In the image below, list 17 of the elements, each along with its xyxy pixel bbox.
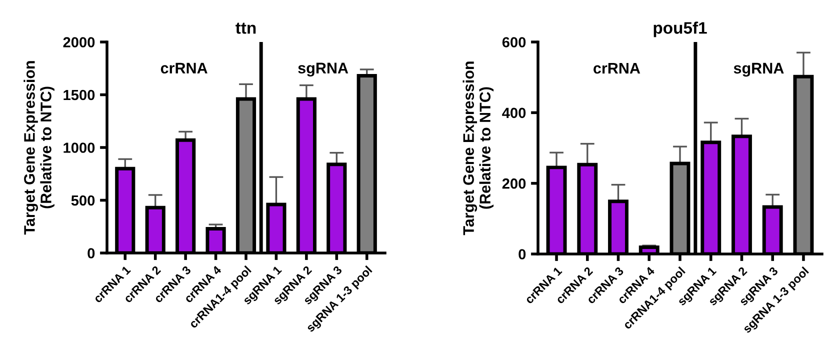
y-tick-label: 400 — [502, 108, 526, 118]
chart-title: pou5f1 — [654, 22, 707, 38]
annotation: crRNA — [594, 63, 640, 74]
annotation: sgRNA — [298, 62, 348, 77]
y-tick-label: 0 — [518, 249, 526, 260]
chart-title: ttn — [236, 22, 256, 34]
y-axis-title: Target Gene Expression (Relative to NTC) — [462, 62, 494, 236]
annotation: crRNA — [160, 62, 208, 74]
annotation: sgRNA — [734, 62, 784, 77]
y-axis-title: Target Gene Expression (Relative to NTC) — [24, 61, 54, 235]
y-tick-label: 1500 — [64, 90, 95, 100]
y-tick-label: 2000 — [63, 37, 95, 48]
y-tick-label: 1000 — [64, 142, 95, 153]
y-tick-label: 200 — [502, 178, 526, 189]
y-tick-label: 0 — [88, 248, 95, 258]
y-tick-label: 600 — [502, 37, 526, 48]
y-tick-label: 500 — [71, 195, 95, 206]
